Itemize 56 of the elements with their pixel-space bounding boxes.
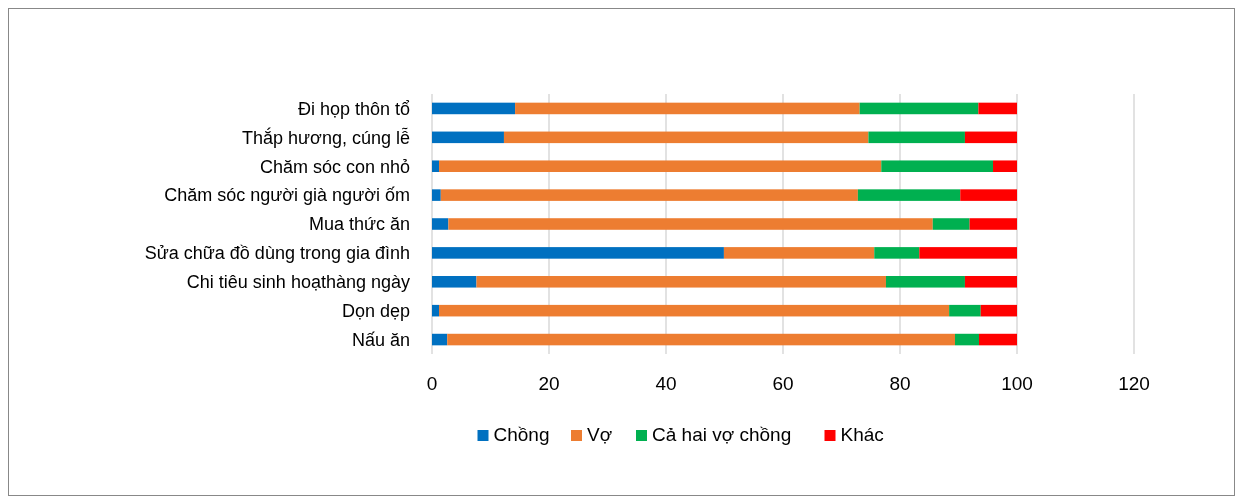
y-tick-label: Nấu ăn <box>351 329 410 350</box>
x-tick-label: 120 <box>1118 373 1150 394</box>
x-tick-label: 40 <box>655 373 677 394</box>
bar <box>432 131 504 144</box>
x-tick-label: 20 <box>538 373 560 394</box>
x-tick-label: 80 <box>889 373 911 394</box>
bar <box>964 131 1017 144</box>
x-tick-label: 100 <box>1001 373 1033 394</box>
bar <box>440 189 858 201</box>
bar <box>432 276 477 288</box>
bar <box>969 218 1017 230</box>
bar <box>432 333 448 346</box>
bar <box>881 160 994 172</box>
legend-label: Vợ <box>587 424 613 445</box>
bar <box>993 160 1017 172</box>
bar <box>857 189 961 201</box>
bar <box>859 102 979 115</box>
bar <box>874 247 920 259</box>
x-tick-label: 60 <box>772 373 794 394</box>
bar <box>515 102 860 115</box>
legend-label: Cả hai vợ chồng <box>652 424 792 445</box>
y-tick-label: Chi tiêu sinh hoạthàng ngày <box>186 272 410 293</box>
bar <box>432 160 440 172</box>
bar <box>868 131 965 144</box>
bar <box>432 304 440 317</box>
bar <box>954 333 979 346</box>
bar <box>949 304 981 317</box>
bar <box>978 102 1017 115</box>
y-tick-label: Dọn dẹp <box>341 300 410 321</box>
bar <box>932 218 970 230</box>
bar <box>980 304 1017 317</box>
bar <box>448 218 933 230</box>
bar <box>439 304 950 317</box>
bar <box>432 218 449 230</box>
bar <box>432 247 724 259</box>
bar <box>432 102 516 115</box>
y-tick-label: Mua thức ăn <box>308 214 410 235</box>
y-tick-label: Thắp hương, cúng lễ <box>242 126 410 148</box>
bar <box>439 160 882 172</box>
bar <box>503 131 869 144</box>
bar <box>964 276 1017 288</box>
legend-label: Khác <box>840 424 884 445</box>
x-tick-label: 0 <box>426 373 438 394</box>
bar <box>723 247 875 259</box>
bar <box>885 276 965 288</box>
bar <box>960 189 1017 201</box>
bar <box>476 276 886 288</box>
bar <box>447 333 955 346</box>
y-tick-label: Sửa chữa đồ dùng trong gia đình <box>144 243 410 264</box>
y-tick-label: Chăm sóc con nhỏ <box>259 156 410 177</box>
y-tick-label: Chăm sóc người già người ốm <box>164 185 410 206</box>
legend-label: Chồng <box>493 424 550 445</box>
bar <box>432 189 441 201</box>
bar <box>978 333 1017 346</box>
bar <box>919 247 1017 259</box>
y-tick-label: Đi họp thôn tổ <box>297 98 410 119</box>
